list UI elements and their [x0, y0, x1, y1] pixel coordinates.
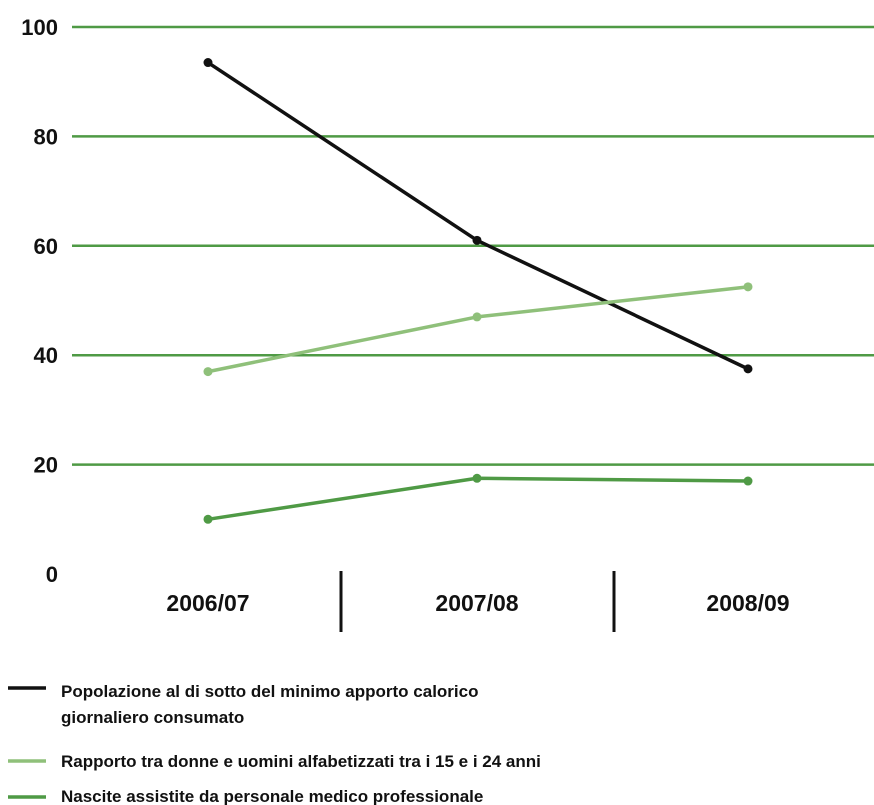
data-point [743, 364, 753, 374]
data-point [743, 282, 753, 292]
data-point [472, 473, 482, 483]
y-tick-label: 80 [34, 124, 58, 149]
y-axis: 0 20 40 60 80 100 [21, 15, 58, 587]
y-tick-label: 60 [34, 234, 58, 259]
y-tick-label: 20 [34, 453, 58, 478]
x-tick-label: 2006/07 [166, 590, 249, 616]
series-lines [203, 58, 753, 524]
gridlines [72, 25, 874, 466]
legend-label: Popolazione al di sotto del minimo appor… [61, 682, 478, 701]
data-point [203, 58, 213, 68]
data-point [743, 476, 753, 486]
series-line [207, 61, 749, 371]
data-point [472, 312, 482, 322]
legend-label: Nascite assistite da personale medico pr… [61, 787, 483, 805]
data-point [472, 235, 482, 245]
x-tick-label: 2007/08 [435, 590, 518, 616]
data-point [203, 514, 213, 524]
series-line [207, 476, 749, 522]
y-tick-label: 0 [46, 562, 58, 587]
x-tick-label: 2008/09 [706, 590, 789, 616]
legend-label: giornaliero consumato [61, 708, 244, 727]
legend-label: Rapporto tra donne e uomini alfabetizzat… [61, 752, 541, 771]
y-tick-label: 100 [21, 15, 58, 40]
data-point [203, 367, 213, 377]
x-axis: 2006/07 2007/08 2008/09 [166, 571, 790, 632]
y-tick-label: 40 [34, 343, 58, 368]
legend: Popolazione al di sotto del minimo appor… [8, 682, 541, 805]
